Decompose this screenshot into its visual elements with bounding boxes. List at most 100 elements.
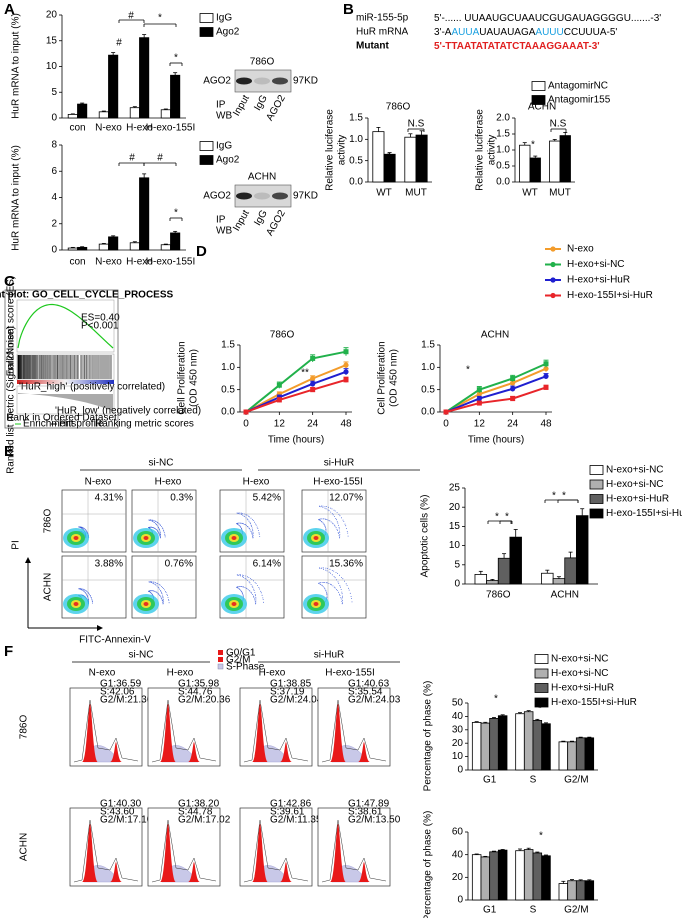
y-tick-label: 30 (452, 724, 464, 735)
bar (489, 851, 499, 901)
y-tick-label: 5 (51, 87, 57, 98)
histogram-g2 (358, 742, 370, 762)
y-tick-label: 0 (454, 579, 460, 590)
annotation: # (128, 11, 134, 22)
bar (404, 136, 417, 183)
blot-band (272, 192, 288, 200)
row-label: WB (216, 111, 232, 122)
y-axis-label: (OD 450 nm) (389, 349, 400, 407)
annotation: # (129, 153, 135, 164)
bar (170, 74, 181, 119)
line (245, 350, 347, 413)
x-tick-label: G1 (483, 775, 497, 786)
group-label: si-NC (149, 458, 174, 469)
gsea-y-label: Enrichment score (ES) (6, 276, 17, 377)
flow-density (73, 536, 79, 540)
sequence-segment: 5'-...... UUAAUGCUAAUCGUGAUAGGGGU.......… (434, 13, 661, 24)
x-tick-label: MUT (549, 188, 571, 199)
bar (129, 107, 140, 119)
cycle-stat: G2/M:13.50 (348, 815, 401, 826)
y-axis-label: Relative luciferase (475, 109, 486, 191)
y-tick-label: 50 (452, 698, 464, 709)
point (343, 369, 349, 375)
point (510, 380, 516, 386)
cycle-stat: G1:40.63 (348, 679, 390, 690)
y-tick-label: 15 (449, 521, 461, 532)
bar (519, 144, 531, 183)
cycle-stat: G1:42.86 (270, 799, 312, 810)
row-label: 786O (19, 715, 30, 740)
legend-label: IgG (216, 13, 232, 24)
histogram-g1 (82, 824, 98, 882)
gsea-metric-label: Ranked list metric (Signal2Noise) (6, 326, 17, 474)
cycle-stat: G1:36.59 (100, 679, 142, 690)
legend-swatch (589, 508, 604, 519)
annotation: * (538, 704, 542, 715)
legend-swatch (550, 277, 556, 283)
bar (567, 880, 577, 901)
histogram-outline (321, 699, 387, 763)
point (476, 400, 482, 406)
bar (98, 243, 109, 251)
column-label: H-exo (259, 668, 286, 679)
y-tick-label: 20 (452, 872, 464, 883)
flow-percent: 3.88% (95, 559, 123, 570)
bar (541, 723, 551, 771)
annotation: * (562, 491, 566, 502)
y-tick-label: 1.5 (221, 340, 235, 351)
cycle-stat: S:38.61 (348, 807, 383, 818)
blot (234, 69, 292, 93)
bar (509, 536, 522, 585)
point (476, 391, 482, 397)
y-tick-label: 8 (51, 140, 57, 151)
gsea-legend-label: Hits (59, 419, 76, 430)
blot-band (254, 192, 270, 200)
y-tick-label: 0.5 (349, 155, 363, 166)
legend-label: N-exo (567, 244, 594, 255)
blot-band (236, 192, 252, 200)
bar (489, 718, 499, 771)
bar (575, 880, 586, 901)
y-tick-label: 5 (454, 559, 460, 570)
bar (77, 103, 88, 119)
point (310, 375, 316, 382)
bar (515, 850, 525, 901)
bar (497, 715, 508, 771)
cycle-stat: G2/M:20.36 (178, 695, 231, 706)
cycle-stat: S:39.61 (270, 807, 305, 818)
flow-percent: 0.3% (170, 493, 193, 504)
legend-swatch (199, 155, 214, 165)
bar (372, 131, 385, 183)
point (510, 396, 516, 402)
row-label: ACHN (43, 573, 54, 601)
line (445, 367, 547, 413)
flow-density (231, 536, 237, 540)
blot (234, 184, 292, 208)
cycle-stat: G1:38.85 (270, 679, 312, 690)
blot-band (236, 77, 252, 85)
y-tick-label: 0 (457, 765, 463, 776)
sequence-label: HuR mRNA (356, 27, 409, 38)
group-label: si-HuR (314, 650, 345, 661)
sequence: 5'-...... UUAAUGCUAAUCGUGAUAGGGGU.......… (434, 13, 661, 24)
chart-title: 786O (270, 330, 295, 341)
y-axis-label: Apoptotic cells (%) (420, 495, 431, 578)
y-tick-label: 4 (51, 192, 57, 203)
annotation: * (552, 491, 556, 502)
gsea-p: P<0.001 (81, 321, 119, 332)
y-axis-label: Cell Proliferation (377, 341, 388, 414)
flow-percent: 0.76% (165, 559, 193, 570)
legend-label: H-exo+si-NC (606, 479, 664, 490)
y-tick-label: 0 (457, 895, 463, 906)
y-tick-label: 1.5 (421, 340, 435, 351)
histogram-outline (151, 699, 217, 763)
row-label: 786O (43, 509, 54, 534)
x-tick-label: 0 (443, 419, 449, 430)
bar (471, 722, 482, 771)
cycle-stat: G1:38.20 (178, 799, 220, 810)
y-axis-label: Relative luciferase (325, 109, 336, 191)
y-tick-label: 10 (452, 751, 464, 762)
lane-label: AGO2 (264, 208, 288, 238)
bar (552, 578, 566, 585)
